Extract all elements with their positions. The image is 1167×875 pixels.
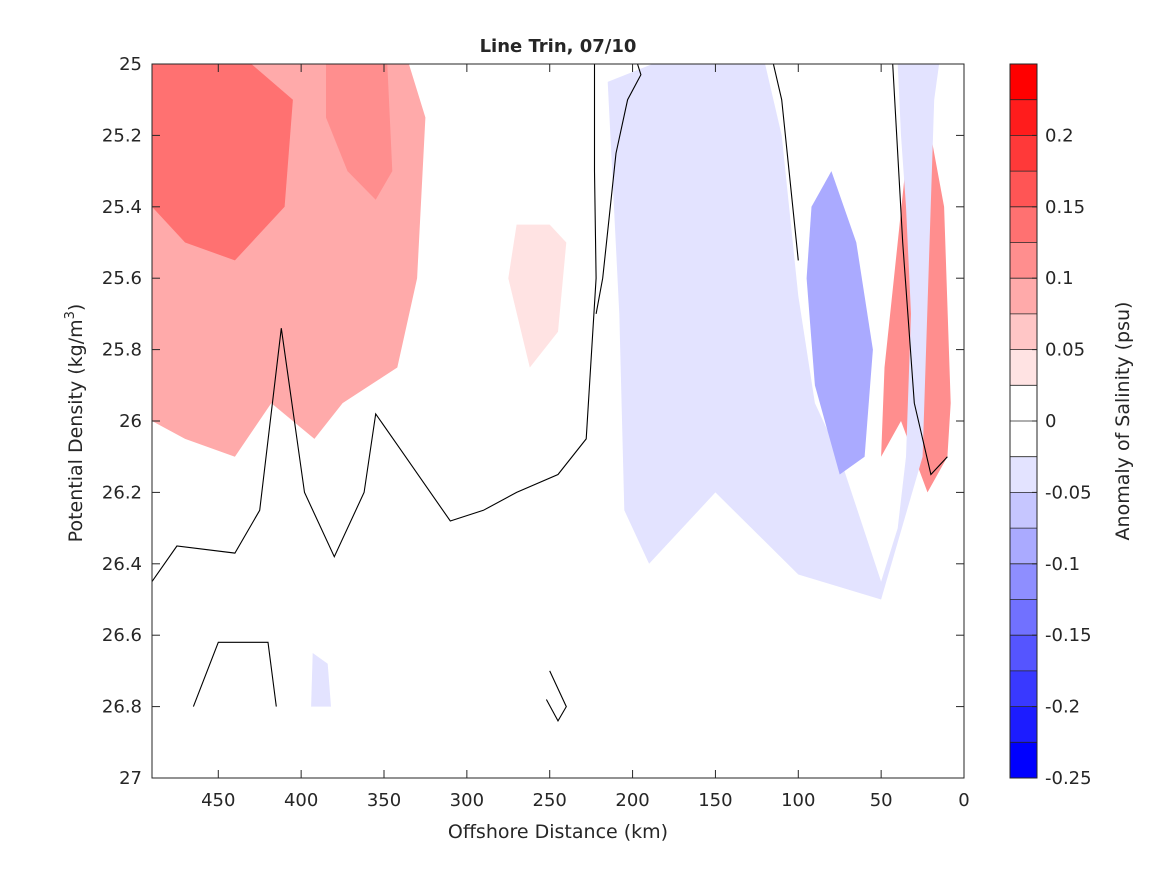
colorbar-swatch xyxy=(1010,99,1037,136)
colorbar-swatch xyxy=(1010,313,1037,350)
x-tick-label: 0 xyxy=(958,790,969,811)
contour-region-6 xyxy=(607,64,940,600)
colorbar-tick-label: 0.2 xyxy=(1045,125,1074,146)
colorbar-swatch xyxy=(1010,135,1037,172)
colorbar-swatch xyxy=(1010,670,1037,707)
y-axis-ticks: 25 25.2 25.4 25.6 25.8 26 26.2 26.4 26.6 26.8 27 xyxy=(102,54,964,789)
x-tick-label: 200 xyxy=(615,790,649,811)
colorbar-swatch xyxy=(1010,349,1037,386)
colorbar-swatch xyxy=(1010,385,1037,421)
contour-region-4 xyxy=(326,64,393,200)
x-tick-label: 300 xyxy=(450,790,484,811)
y-tick-label: 25.4 xyxy=(102,197,142,218)
x-axis-label: Offshore Distance (km) xyxy=(448,821,668,843)
colorbar-swatch xyxy=(1010,64,1037,100)
y-tick-label: 27 xyxy=(119,768,142,789)
colorbar-tick-label: 0.1 xyxy=(1045,268,1074,289)
y-tick-label: 25 xyxy=(119,54,142,75)
colorbar-swatch xyxy=(1010,528,1037,564)
y-tick-label: 25.8 xyxy=(102,340,142,361)
colorbar-swatch xyxy=(1010,242,1037,279)
colorbar-swatch xyxy=(1010,492,1037,529)
x-tick-label: 450 xyxy=(201,790,235,811)
colorbar: 0.2 0.15 0.1 0.05 0 -0.05 -0.1 -0.15 -0.2 -0.25 xyxy=(1009,63,1092,789)
contour-line-0 xyxy=(152,64,597,582)
colorbar-swatch xyxy=(1010,456,1037,493)
x-tick-label: 350 xyxy=(367,790,401,811)
colorbar-tick-label: -0.15 xyxy=(1045,625,1092,646)
contour-region-8 xyxy=(311,653,331,707)
contour-region-5 xyxy=(508,224,567,368)
x-tick-label: 100 xyxy=(781,790,815,811)
x-tick-label: 150 xyxy=(698,790,732,811)
contour-line-3 xyxy=(892,64,948,476)
y-tick-label: 25.2 xyxy=(102,125,142,146)
y-tick-label: 25.6 xyxy=(102,268,142,289)
contour-region-3 xyxy=(152,64,293,261)
contour-line-5 xyxy=(545,670,567,723)
colorbar-tick-label: -0.2 xyxy=(1045,697,1080,718)
colorbar-swatch xyxy=(1010,742,1037,778)
colorbar-tick-label: 0 xyxy=(1045,411,1056,432)
colorbar-swatch xyxy=(1010,635,1037,671)
colorbar-swatch xyxy=(1010,563,1037,600)
y-axis-label-exponent: 3 xyxy=(63,311,78,319)
contour-region-7 xyxy=(806,171,873,475)
contour-line-2 xyxy=(772,64,799,261)
chart-title: Line Trin, 07/10 xyxy=(480,36,637,57)
x-axis-ticks: 450 400 350 300 250 200 150 100 50 0 xyxy=(201,64,970,811)
y-tick-label: 26.6 xyxy=(102,625,142,646)
colorbar-tick-label: -0.1 xyxy=(1045,554,1080,575)
colorbar-swatch xyxy=(1010,421,1037,457)
y-axis-label-close: ) xyxy=(65,304,87,311)
x-tick-label: 50 xyxy=(870,790,893,811)
colorbar-swatch xyxy=(1010,206,1037,243)
y-tick-label: 26.4 xyxy=(102,554,142,575)
contour-line-4 xyxy=(192,641,277,707)
contour-line-1 xyxy=(595,64,642,314)
y-axis-label: Potential Density (kg/m3) xyxy=(63,304,87,543)
contour-fill-layer xyxy=(152,64,951,707)
colorbar-tick-label: -0.25 xyxy=(1045,768,1092,789)
y-tick-label: 26.2 xyxy=(102,482,142,503)
colorbar-tick-label: -0.05 xyxy=(1045,482,1092,503)
colorbar-swatch xyxy=(1010,706,1037,743)
colorbar-tick-label: 0.15 xyxy=(1045,197,1085,218)
y-axis-label-main: Potential Density (kg/m xyxy=(65,319,87,542)
x-tick-label: 400 xyxy=(284,790,318,811)
contour-line-layer xyxy=(152,64,948,723)
colorbar-swatch xyxy=(1010,278,1037,314)
colorbar-tick-label: 0.05 xyxy=(1045,340,1085,361)
colorbar-swatch xyxy=(1010,599,1037,636)
colorbar-swatch xyxy=(1010,171,1037,207)
x-tick-label: 250 xyxy=(533,790,567,811)
y-tick-label: 26.8 xyxy=(102,697,142,718)
colorbar-label: Anomaly of Salinity (psu) xyxy=(1112,302,1134,541)
y-tick-label: 26 xyxy=(119,411,142,432)
